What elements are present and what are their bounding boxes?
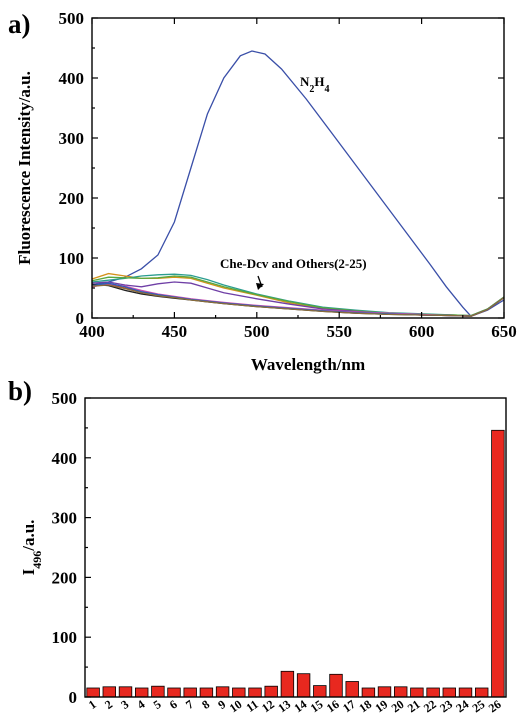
category-label: 23 <box>437 697 455 715</box>
bar-26 <box>491 429 505 698</box>
y-tick-label: 100 <box>59 249 85 268</box>
category-label: 5 <box>151 697 164 712</box>
category-label: 17 <box>340 697 358 715</box>
category-label: 20 <box>389 697 407 715</box>
bar-1 <box>86 687 100 698</box>
bar-2 <box>102 686 117 698</box>
category-label: 7 <box>183 697 196 712</box>
bar-13 <box>280 670 295 698</box>
y-axis-title-b: I496/a.u. <box>19 520 44 576</box>
spectrum-series-8 <box>91 283 505 317</box>
bar-15 <box>313 685 327 698</box>
bar-8 <box>199 687 214 698</box>
bar-16 <box>329 673 343 698</box>
bar-20 <box>393 686 408 698</box>
category-label: 12 <box>259 697 277 715</box>
y-tick-label: 200 <box>52 568 78 587</box>
panel-b-label: b) <box>8 376 32 406</box>
category-label: 6 <box>167 697 180 712</box>
category-label: 16 <box>324 697 342 715</box>
x-axis-title-a: Wavelength/nm <box>251 355 365 374</box>
spectrum-series-5 <box>91 281 505 317</box>
bar-chart: 1 2 3 4 5 6 7 8 91011121314151617181920212223242… <box>19 389 507 715</box>
bar-14 <box>296 673 311 698</box>
spectrum-series-1 <box>91 50 505 317</box>
bar-18 <box>361 687 376 698</box>
others-annotation-arrowhead <box>256 283 264 290</box>
category-label: 21 <box>405 697 423 715</box>
category-label: 13 <box>275 697 293 715</box>
x-tick-label: 550 <box>326 322 352 341</box>
bar-23 <box>442 687 457 698</box>
bar-4 <box>134 687 149 698</box>
others-annotation: Che-Dcv and Others(2-25) <box>220 256 367 271</box>
category-label: 15 <box>308 697 326 715</box>
plot-frame-a <box>91 17 505 319</box>
bar-12 <box>264 685 278 698</box>
bar-3 <box>118 686 133 698</box>
spectrum-series-9 <box>91 282 505 317</box>
x-tick-label: 600 <box>409 322 435 341</box>
category-label: 14 <box>291 697 309 715</box>
spectrum-series-6 <box>91 283 505 317</box>
bar-6 <box>167 687 181 698</box>
category-label: 10 <box>227 697 245 715</box>
category-label: 2 <box>102 697 115 712</box>
x-tick-label: 400 <box>79 322 105 341</box>
bar-10 <box>232 687 246 698</box>
category-label: 22 <box>421 697 439 715</box>
bar-11 <box>248 687 262 698</box>
plot-frame-b <box>84 397 507 698</box>
spectrum-chart: 400 450 500 550 600 650 0 100 200 300 400 500 Wavele… <box>15 9 517 374</box>
bar-24 <box>458 687 473 698</box>
bar-19 <box>377 686 392 698</box>
spectrum-series-10 <box>91 284 505 317</box>
y-tick-label: 400 <box>52 449 78 468</box>
category-label: 24 <box>453 697 471 715</box>
spectrum-series-7 <box>91 283 505 317</box>
y-tick-label: 500 <box>59 9 85 28</box>
category-label: 1 <box>86 697 99 712</box>
bar-7 <box>183 687 197 698</box>
n2h4-annotation: N2H4 <box>300 74 330 95</box>
category-label: 25 <box>470 697 488 715</box>
category-label: 4 <box>134 697 147 712</box>
x-tick-label: 650 <box>491 322 517 341</box>
panel-a-label: a) <box>8 9 31 39</box>
bar-9 <box>215 686 230 698</box>
x-tick-label: 450 <box>162 322 188 341</box>
y-axis-title-a: Fluorescence Intensity/a.u. <box>15 71 34 265</box>
x-tick-label: 500 <box>244 322 270 341</box>
bar-22 <box>426 687 440 698</box>
y-tick-label: 400 <box>59 69 85 88</box>
category-label: 8 <box>199 697 212 712</box>
y-tick-label: 100 <box>52 628 78 647</box>
category-label: 11 <box>243 697 260 715</box>
category-label: 26 <box>486 697 504 715</box>
category-label: 3 <box>118 697 131 712</box>
category-label: 19 <box>372 697 390 715</box>
y-tick-label: 500 <box>52 389 78 408</box>
y-tick-label: 200 <box>59 189 85 208</box>
y-tick-label: 0 <box>69 688 78 707</box>
y-tick-label: 0 <box>76 309 85 328</box>
bar-5 <box>151 685 165 698</box>
bar-17 <box>345 681 359 698</box>
y-tick-label: 300 <box>52 509 78 528</box>
bar-21 <box>410 687 424 698</box>
bar-25 <box>474 687 489 698</box>
y-tick-label: 300 <box>59 129 85 148</box>
category-label: 18 <box>356 697 374 715</box>
